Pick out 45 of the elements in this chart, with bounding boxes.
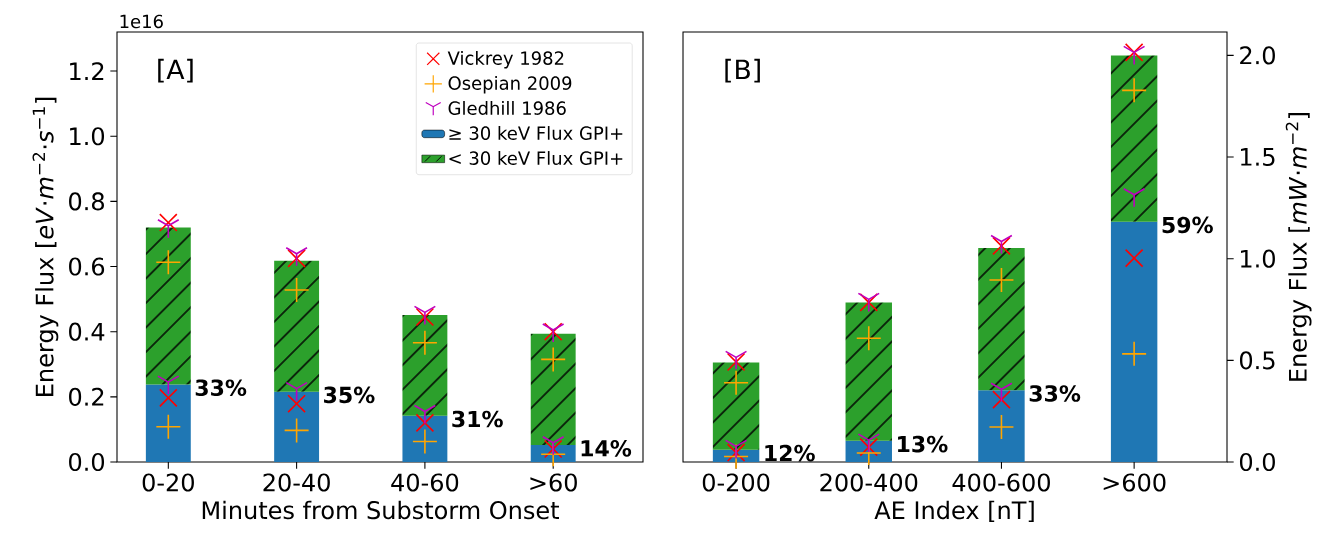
y-tick-label: 2.0 <box>1240 46 1275 65</box>
annotation: [B] <box>725 58 760 83</box>
annotation: 59% <box>1162 216 1213 234</box>
bar <box>1110 221 1158 462</box>
x-tick-label: 400-600 <box>952 473 1050 492</box>
y-tick-label: 0.8 <box>69 192 104 211</box>
y-tick-label: 0.0 <box>69 452 105 472</box>
x-tick-label: >600 <box>1103 473 1166 492</box>
legend-label: ≥ 30 keV Flux GPI+ <box>449 126 623 140</box>
x-tick-label: 0-20 <box>142 473 194 492</box>
x-tick-label: 40-60 <box>391 473 459 492</box>
y-axis-title: Energy Flux [mW·m$^{−2}$] <box>1285 112 1312 381</box>
annotation: 13% <box>898 435 948 453</box>
y-tick-label: 1.2 <box>70 62 104 80</box>
x-axis-title: Minutes from Substorm Onset <box>202 500 559 520</box>
y-tick-label: 0.0 <box>1239 452 1275 472</box>
annotation: 12% <box>765 444 815 462</box>
y-tick-label: 0.2 <box>69 387 104 406</box>
annotation: 35% <box>324 386 375 404</box>
legend-label: Osepian 2009 <box>448 76 572 94</box>
y-tick-label: 0.4 <box>69 322 105 341</box>
bar <box>402 415 448 462</box>
legend-label: Gledhill 1986 <box>448 101 566 115</box>
bar <box>145 384 191 462</box>
annotation: 31% <box>452 410 503 428</box>
annotation: [A] <box>158 58 193 83</box>
y-tick-label: 1.0 <box>70 127 105 146</box>
x-tick-label: 20-40 <box>263 473 330 492</box>
annotation: 33% <box>1029 385 1081 402</box>
text: 1e16 <box>120 14 163 29</box>
x-tick-label: 0-200 <box>702 473 770 492</box>
bar <box>274 391 320 462</box>
x-tick-label: 200-400 <box>820 473 918 492</box>
legend-label: Vickrey 1982 <box>447 51 564 69</box>
bar <box>978 390 1025 462</box>
y-tick-label: 1.0 <box>1241 249 1275 268</box>
y-tick-label: 0.5 <box>1239 351 1275 370</box>
x-tick-label: >60 <box>530 473 577 492</box>
y-tick-label: 1.5 <box>1241 148 1275 166</box>
x-axis-title: AE Index [nT] <box>874 500 1034 523</box>
y-tick-label: 0.6 <box>69 257 105 276</box>
text: Energy Flux [eV·m$^{−2}$·s$^{−1}$] <box>32 97 59 396</box>
legend-label: < 30 keV Flux GPI+ <box>449 151 623 165</box>
annotation: 14% <box>581 439 632 457</box>
annotation: 33% <box>195 379 247 397</box>
